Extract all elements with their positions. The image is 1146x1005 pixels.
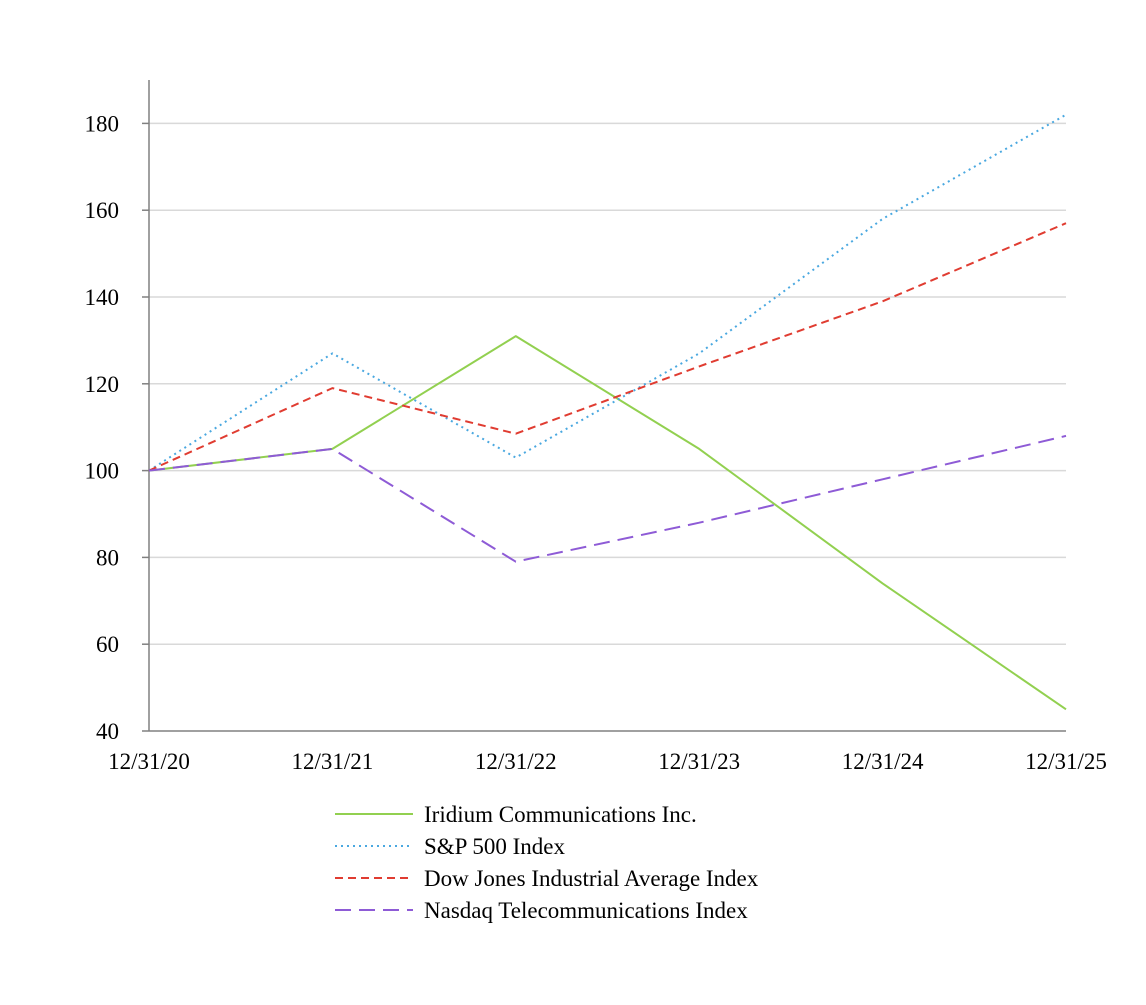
x-tick-label: 12/31/24 [842, 749, 924, 774]
x-tick-label: 12/31/20 [108, 749, 190, 774]
y-tick-label: 120 [85, 372, 120, 397]
gridlines [142, 123, 1066, 731]
legend-label: Iridium Communications Inc. [424, 802, 697, 827]
y-tick-labels: 40 60 80 100 120 140 160 180 [85, 111, 120, 744]
legend-label: Dow Jones Industrial Average Index [424, 866, 759, 891]
series-line-3 [149, 223, 1066, 470]
y-tick-label: 60 [96, 632, 119, 657]
y-tick-label: 140 [85, 285, 120, 310]
series-line-2 [149, 115, 1066, 471]
legend-label: S&P 500 Index [424, 834, 565, 859]
y-tick-label: 180 [85, 111, 120, 136]
series-lines [149, 115, 1066, 710]
legend-label: Nasdaq Telecommunications Index [424, 898, 748, 923]
series-line-1 [149, 336, 1066, 709]
y-tick-label: 40 [96, 719, 119, 744]
x-tick-label: 12/31/25 [1025, 749, 1107, 774]
y-tick-label: 80 [96, 545, 119, 570]
y-tick-label: 160 [85, 198, 120, 223]
x-tick-label: 12/31/22 [475, 749, 557, 774]
legend: Iridium Communications Inc. S&P 500 Index… [335, 802, 759, 923]
x-tick-labels: 12/31/20 12/31/21 12/31/22 12/31/23 12/31/24… [108, 749, 1107, 774]
y-tick-label: 100 [85, 459, 120, 484]
x-tick-label: 12/31/23 [658, 749, 740, 774]
x-tick-label: 12/31/21 [292, 749, 374, 774]
